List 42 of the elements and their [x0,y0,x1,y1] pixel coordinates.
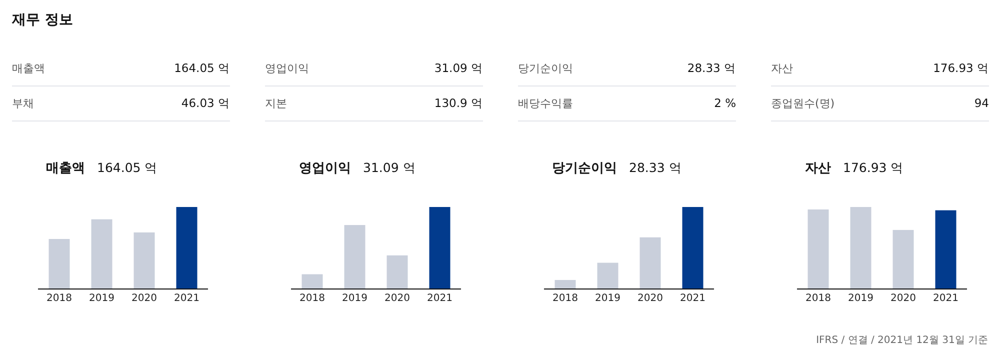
text: 28.33 억 [687,61,736,75]
x-tick-label: 2018 [46,293,72,304]
x-tick-label: 2020 [890,293,916,304]
category-label: 영업이익 [265,62,309,75]
chart-title: 매출액 [46,161,85,176]
category-label: 지본 [265,97,287,110]
category-label: 자산 [771,62,793,75]
category-label: 부채 [12,97,34,110]
chart-title: 자산 [805,161,831,176]
text: 2 % [714,96,736,110]
x-tick-label: 2019 [89,293,114,304]
x-tick-label: 2021 [174,293,200,304]
x-tick-label: 2021 [933,293,958,304]
chart-subtitle: 31.09 억 [363,160,416,175]
x-tick-label: 2019 [595,293,620,304]
category-label: 배당수익률 [518,97,573,110]
text: 46.03 억 [181,96,230,110]
category-label: 당기순이익 [518,62,573,75]
chart-subtitle: 176.93 억 [843,160,904,175]
x-tick-label: 2020 [384,293,410,304]
x-tick-label: 2019 [342,293,368,304]
x-tick-label: 2018 [552,293,578,304]
text: 164.05 억 [174,61,230,75]
text: 130.9 억 [434,96,483,110]
text: 31.09 억 [434,61,483,75]
x-tick-label: 2021 [427,293,452,304]
chart-title: 영업이익 [299,161,351,176]
category-label: 종업원수(명) [771,97,835,110]
x-tick-label: 2020 [132,293,157,304]
chart-title: 당기순이익 [552,161,617,176]
x-tick-label: 2018 [300,293,325,304]
x-tick-label: 2021 [680,293,706,304]
category-label: 매출액 [12,62,45,75]
chart-subtitle: 164.05 억 [97,160,158,175]
x-tick-label: 2019 [848,293,874,304]
text: 176.93 억 [933,61,989,75]
text: 재무 정보 [11,12,73,28]
text: IFRS / 연결 / 2021년 12월 31일 기준 [816,335,988,346]
chart-subtitle: 28.33 억 [629,160,682,175]
x-tick-label: 2020 [638,293,663,304]
text: 94 [974,96,989,110]
x-tick-label: 2018 [806,293,831,304]
